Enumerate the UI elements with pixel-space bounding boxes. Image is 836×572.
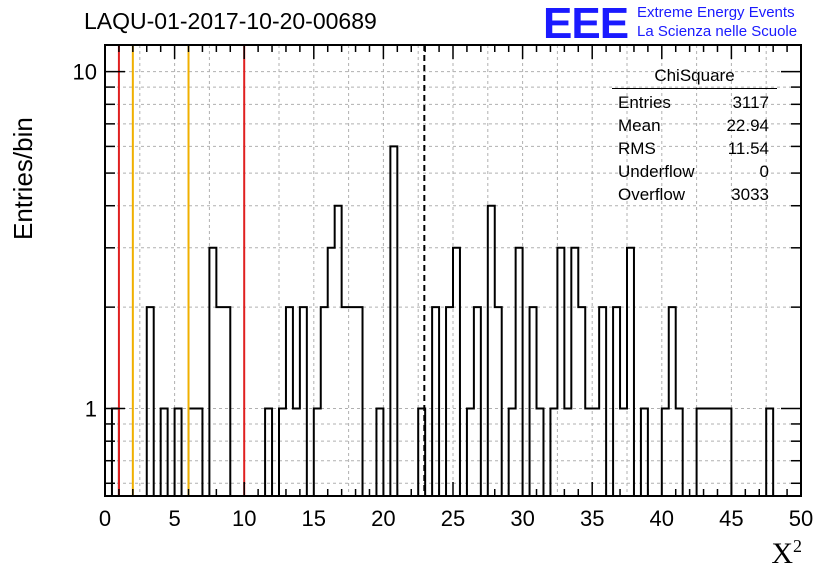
histogram-bin (335, 206, 342, 496)
chart-title: LAQU-01-2017-10-20-00689 (84, 8, 377, 34)
stats-box: ChiSquare Entries 3117 Mean 22.94 RMS 11.54… (612, 66, 777, 206)
histogram-bin (161, 409, 168, 496)
histogram-bin (537, 409, 544, 496)
histogram-bin (571, 248, 578, 496)
histogram-bin (724, 409, 731, 496)
histogram-bin (446, 307, 453, 496)
histogram-bin (293, 409, 300, 496)
histogram-bin (516, 248, 523, 496)
histogram-bin (300, 307, 307, 496)
histogram-bin (195, 409, 202, 496)
histogram-bin (209, 248, 216, 496)
histogram-bin (467, 409, 474, 496)
y-tick-label: 10 (73, 60, 97, 85)
histogram-bin (474, 307, 481, 496)
histogram-bin (704, 409, 711, 496)
histogram-bin (766, 409, 773, 496)
histogram-bin (147, 307, 154, 496)
x-tick-label: 15 (302, 506, 326, 531)
histogram-bin (342, 307, 349, 496)
histogram-bin (279, 409, 286, 496)
histogram-bin (328, 248, 335, 496)
histogram-bin (488, 206, 495, 496)
stats-row-underflow: Underflow 0 (618, 162, 769, 181)
logo-line-2: La Scienza nelle Scuole (637, 23, 798, 40)
stats-row-rms: RMS 11.54 (618, 139, 769, 158)
stats-row-mean: Mean 22.94 (618, 116, 769, 135)
histogram-bin (717, 409, 724, 496)
histogram-bin (432, 307, 439, 496)
x-tick-label: 5 (168, 506, 180, 531)
histogram-bin (627, 248, 634, 496)
x-tick-label: 25 (441, 506, 465, 531)
histogram-bin (599, 307, 606, 496)
histogram-bin (676, 409, 683, 496)
histogram-bin (557, 248, 564, 496)
histogram-bin (390, 146, 397, 496)
stats-title: ChiSquare (612, 66, 777, 89)
histogram-bin (286, 307, 293, 496)
histogram-bin (578, 307, 585, 496)
histogram-bin (641, 409, 648, 496)
histogram-bin (314, 409, 321, 496)
stats-row-entries: Entries 3117 (618, 93, 769, 112)
x-tick-label: 20 (371, 506, 395, 531)
histogram-bin (453, 248, 460, 496)
histogram-bin (509, 409, 516, 496)
histogram-bin (530, 307, 537, 496)
histogram-bin (613, 307, 620, 496)
x-tick-label: 50 (789, 506, 813, 531)
logo-line-1: Extreme Energy Events (637, 4, 795, 21)
x-tick-label: 10 (232, 506, 256, 531)
histogram-bin (495, 307, 502, 496)
x-axis-label: X2 (771, 536, 802, 570)
y-axis-label: Entries/bin (8, 117, 38, 240)
histogram-bin (216, 307, 223, 496)
histogram-bin (669, 307, 676, 496)
stats-row-overflow: Overflow 3033 (618, 185, 769, 204)
histogram-bin (321, 307, 328, 496)
histogram-bin (223, 307, 230, 496)
x-tick-label: 30 (510, 506, 534, 531)
histogram-bin (592, 409, 599, 496)
histogram-bin (265, 409, 272, 496)
histogram-bin (697, 409, 704, 496)
x-tick-label: 45 (719, 506, 743, 531)
histogram-bin (620, 409, 627, 496)
histogram-bin (564, 409, 571, 496)
histogram-bin (585, 409, 592, 496)
eee-logo: EEE (543, 0, 629, 48)
histogram-bin (356, 307, 363, 496)
histogram-bin (349, 307, 356, 496)
x-tick-label: 40 (650, 506, 674, 531)
x-tick-label: 35 (580, 506, 604, 531)
histogram-bin (550, 409, 557, 496)
histogram-bin (189, 409, 196, 496)
histogram-bin (418, 409, 425, 496)
histogram-bin (376, 409, 383, 496)
histogram-bin (662, 409, 669, 496)
histogram-bin (711, 409, 718, 496)
y-tick-label: 1 (85, 397, 97, 422)
x-tick-label: 0 (99, 506, 111, 531)
histogram-bin (175, 409, 182, 496)
